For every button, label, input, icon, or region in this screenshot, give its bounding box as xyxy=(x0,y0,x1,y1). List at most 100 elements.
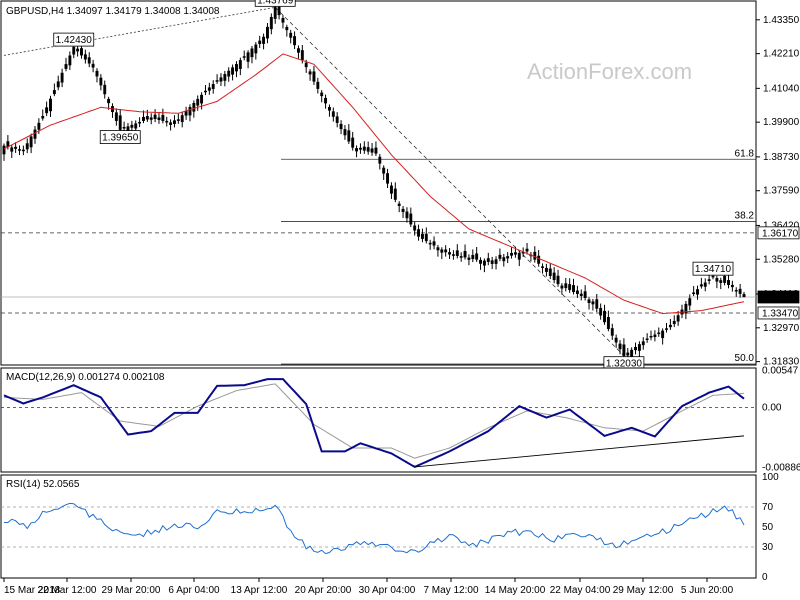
candle-body xyxy=(548,268,552,276)
candle-body xyxy=(149,117,153,120)
candle-body xyxy=(312,71,316,82)
candle-body xyxy=(618,343,622,350)
candle-body xyxy=(29,136,33,148)
fib-label: 38.2 xyxy=(735,211,755,222)
candle-body xyxy=(657,332,661,335)
candle-body xyxy=(552,272,556,281)
candle-body xyxy=(703,282,707,287)
macd-tick-label: 0.00 xyxy=(762,403,782,414)
candle-body xyxy=(238,60,242,69)
candle-body xyxy=(134,123,138,129)
candle-body xyxy=(533,251,537,260)
candle-body xyxy=(41,115,45,119)
candle-body xyxy=(180,115,184,123)
candle-body xyxy=(641,341,645,346)
candle-body xyxy=(475,253,479,260)
level-axis-box xyxy=(757,290,800,304)
candle-body xyxy=(738,288,742,294)
candle-body xyxy=(386,173,390,184)
candle-body xyxy=(83,54,87,60)
rsi-axis: 100 70 50 30 0 xyxy=(762,472,779,583)
candle-body xyxy=(285,27,289,31)
level-axis-label: 1.36170 xyxy=(762,228,799,239)
candle-body xyxy=(448,252,451,255)
candle-body xyxy=(583,291,587,298)
candle-body xyxy=(382,167,386,174)
candle-body xyxy=(471,254,475,259)
candle-body xyxy=(304,62,308,68)
candle-body xyxy=(378,156,382,164)
candle-body xyxy=(544,267,548,272)
price-tick-label: 1.43350 xyxy=(763,15,800,26)
candle-body xyxy=(541,266,544,268)
candle-body xyxy=(684,303,688,314)
candle-body xyxy=(293,36,297,46)
candle-body xyxy=(451,254,455,256)
candle-body xyxy=(200,94,204,104)
candle-body xyxy=(575,290,579,295)
candle-body xyxy=(161,114,165,121)
level-axis-box xyxy=(757,306,800,320)
candle-body xyxy=(401,208,405,213)
price-tick-label: 1.36420 xyxy=(763,220,800,231)
candle-body xyxy=(525,248,529,252)
candle-body xyxy=(262,36,266,44)
candle-body xyxy=(517,253,521,260)
candle-body xyxy=(165,120,169,123)
candle-body xyxy=(374,147,378,154)
candle-body xyxy=(308,71,312,75)
candle-body xyxy=(37,122,41,130)
candle-body xyxy=(405,211,409,219)
time-tick-label: 13 Apr 12:00 xyxy=(231,585,288,596)
candle-body xyxy=(591,301,595,305)
time-tick-label: 7 May 12:00 xyxy=(423,585,478,596)
candle-body xyxy=(490,260,494,264)
candle-body xyxy=(665,328,668,330)
rsi-panel xyxy=(0,474,757,579)
level-axis-label: 1.34008 xyxy=(762,293,799,304)
price-axis: 1.43350 1.42210 1.41040 1.39900 1.38730 1.375… xyxy=(756,15,800,368)
candle-body xyxy=(250,48,254,58)
candle-body xyxy=(370,148,374,153)
candle-body xyxy=(366,147,370,152)
time-tick-label: 22 May 04:00 xyxy=(550,585,611,596)
candle-body xyxy=(587,299,591,304)
candle-body xyxy=(52,90,56,95)
candle-body xyxy=(258,40,262,45)
candle-body xyxy=(610,328,614,336)
candle-body xyxy=(420,233,424,239)
candle-body xyxy=(91,63,95,68)
candle-body xyxy=(223,74,227,81)
candle-body xyxy=(327,107,331,111)
candle-body xyxy=(335,116,339,123)
candle-body xyxy=(184,111,188,116)
rsi-tick-label: 50 xyxy=(762,522,774,533)
candle-body xyxy=(626,352,630,356)
price-tick-label: 1.38730 xyxy=(763,152,800,163)
candle-body xyxy=(397,203,401,206)
rsi-tick-label: 70 xyxy=(762,502,774,513)
candle-body xyxy=(14,146,18,149)
candle-body xyxy=(351,137,355,148)
candle-body xyxy=(409,213,413,225)
candle-body xyxy=(715,278,719,282)
candle-body xyxy=(118,115,122,130)
time-tick-label: 30 Apr 04:00 xyxy=(359,585,416,596)
candle-body xyxy=(444,249,448,253)
candle-body xyxy=(192,103,196,112)
price-tick-label: 1.42210 xyxy=(763,49,800,60)
candle-body xyxy=(482,260,486,266)
price-label-box xyxy=(53,32,95,47)
candle-body xyxy=(87,57,91,64)
candle-body xyxy=(649,335,653,338)
candle-body xyxy=(688,298,692,306)
candle-body xyxy=(634,346,637,351)
time-tick-label: 14 May 20:00 xyxy=(485,585,546,596)
watermark: ActionForex.com xyxy=(527,59,692,84)
candle-body xyxy=(560,285,564,289)
candle-body xyxy=(277,7,281,16)
price-tick-label: 1.39900 xyxy=(763,117,800,128)
candle-body xyxy=(103,84,107,95)
price-tick-label: 1.32970 xyxy=(763,323,800,334)
